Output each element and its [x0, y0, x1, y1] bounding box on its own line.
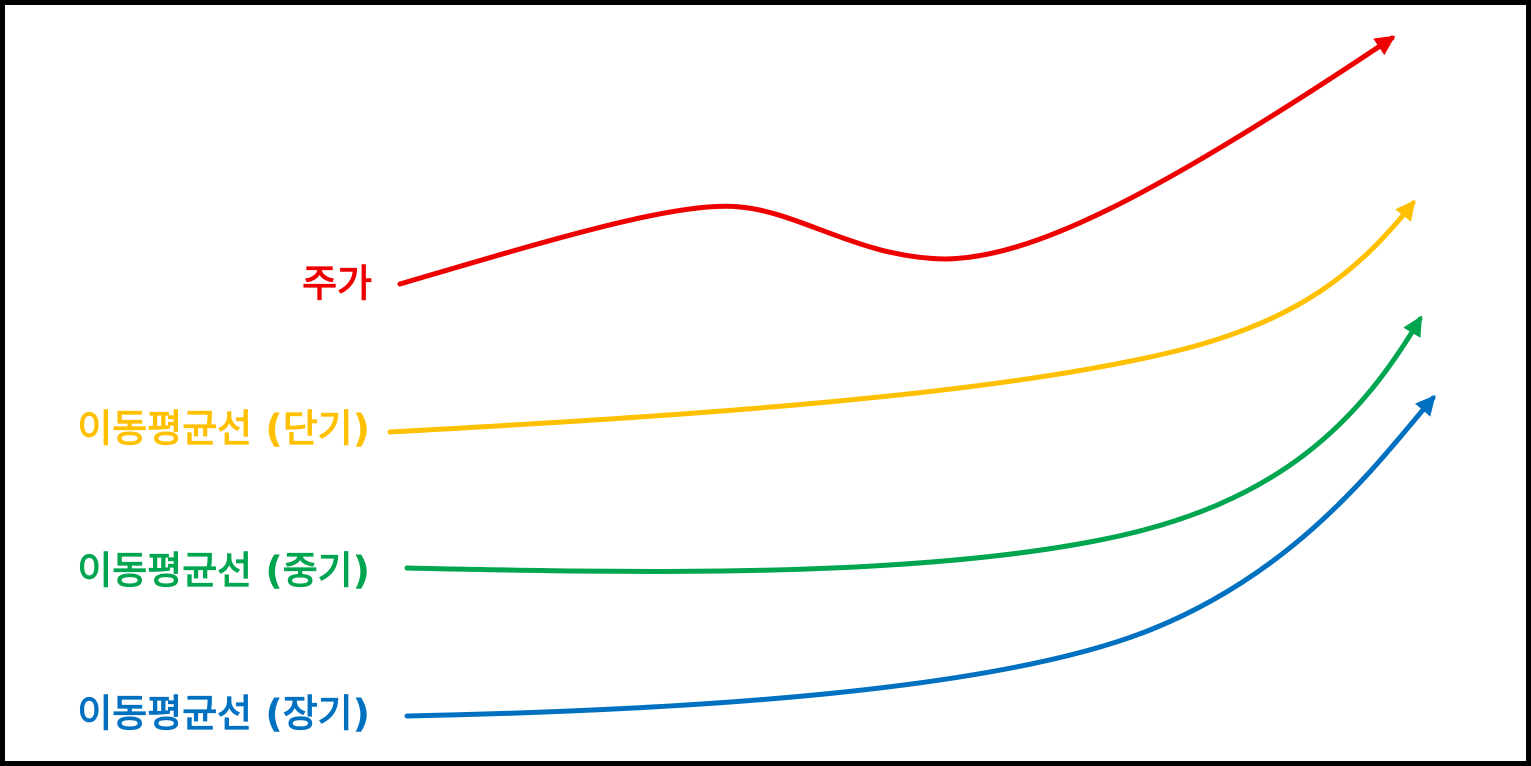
long-ma-arrow — [404, 394, 1436, 719]
line-label: 이동평균선 (장기) — [77, 692, 370, 736]
line-label: 이동평균선 (단기) — [77, 407, 370, 451]
short-ma-arrow — [387, 199, 1416, 435]
line-label: 주가 — [302, 262, 372, 306]
mid-ma-arrow — [404, 315, 1423, 574]
price-arrow — [397, 35, 1396, 287]
line-label: 이동평균선 (중기) — [77, 549, 370, 593]
